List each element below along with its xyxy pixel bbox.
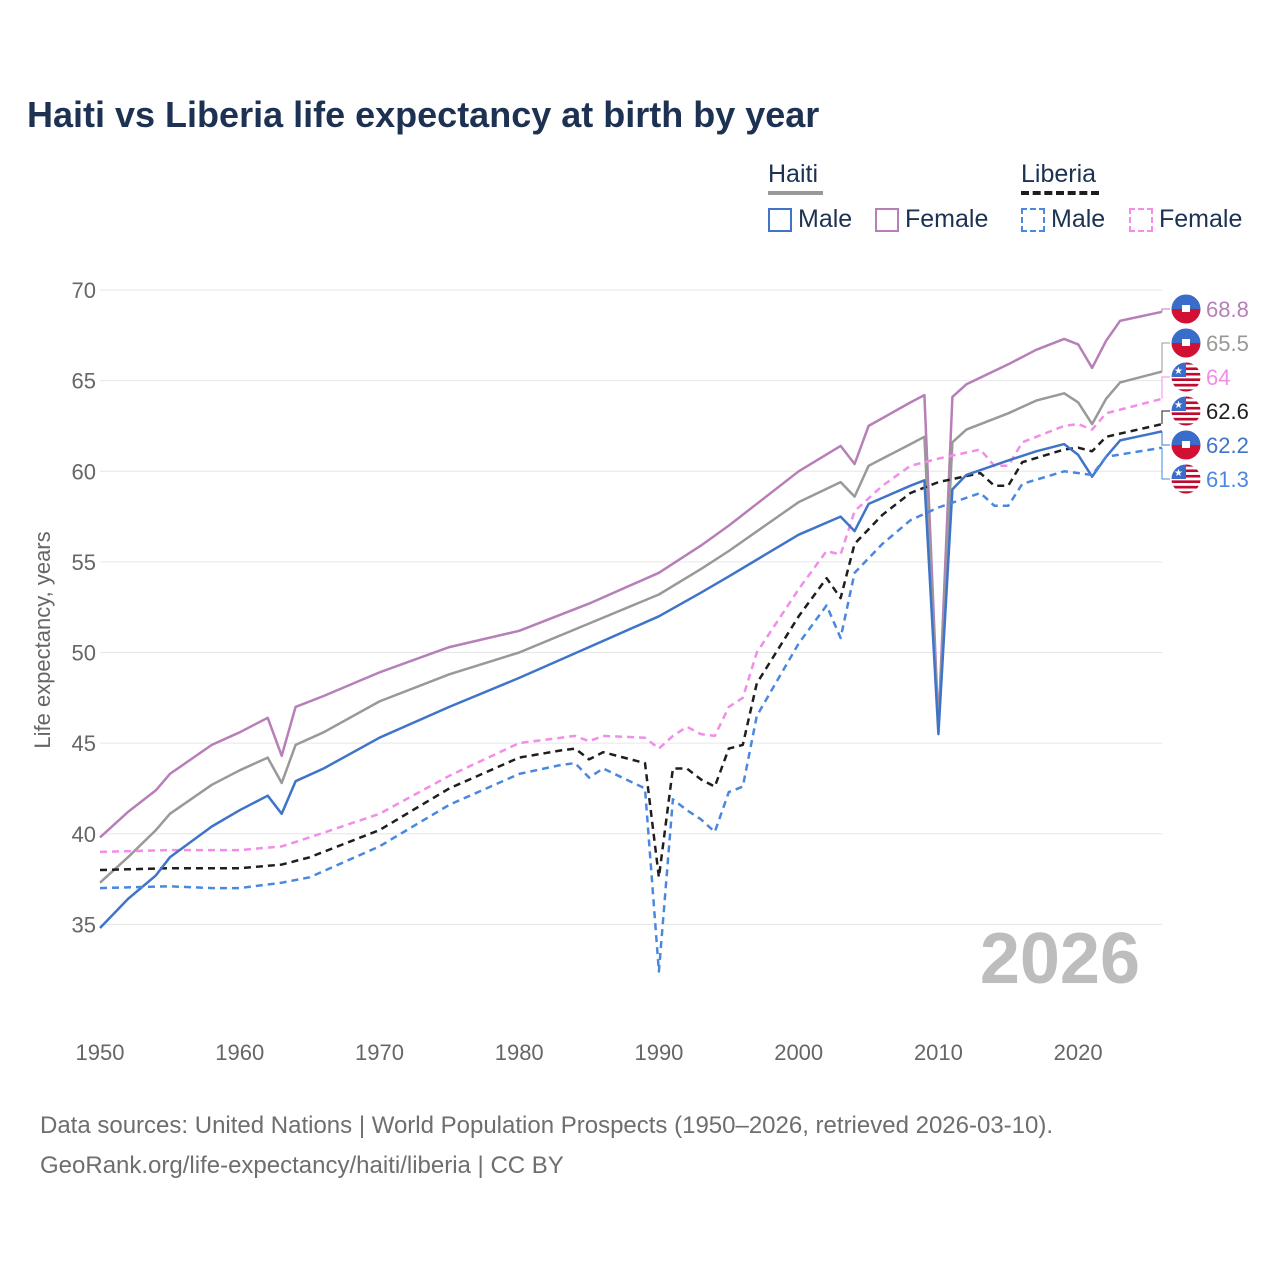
chart-title: Haiti vs Liberia life expectancy at birt… — [27, 94, 820, 135]
series-line-haiti-male[interactable] — [99, 430, 1163, 929]
legend-item-haiti-female[interactable]: Female — [875, 205, 988, 234]
legend-text-liberia-female: Female — [1159, 205, 1243, 233]
series-line-haiti-female[interactable] — [99, 310, 1163, 839]
series-line-liberia-total[interactable] — [99, 422, 1163, 879]
legend-haiti-label: Haiti — [768, 160, 819, 188]
x-tick-label: 1950 — [76, 1040, 125, 1065]
liberia-flag-icon: ★ — [1170, 395, 1202, 427]
legend-text-haiti-female: Female — [905, 205, 989, 233]
y-tick-label: 70 — [72, 278, 96, 303]
svg-text:★: ★ — [1174, 468, 1183, 479]
sources-line-1: Data sources: United Nations | World Pop… — [40, 1112, 1054, 1139]
x-axis-ticks: 1950 1960 1970 1980 1990 2000 2010 2020 — [76, 1040, 1103, 1065]
series-lines — [99, 310, 1163, 973]
legend-liberia-label: Liberia — [1021, 160, 1097, 188]
end-label-connector — [1161, 308, 1170, 312]
legend-swatch-haiti-male — [768, 207, 792, 232]
x-tick-label: 2000 — [774, 1040, 823, 1065]
y-tick-label: 40 — [72, 822, 96, 847]
y-tick-label: 45 — [72, 731, 96, 756]
series-line-liberia-female[interactable] — [99, 397, 1163, 854]
end-label-connector — [1161, 410, 1170, 425]
legend-text-haiti-male: Male — [798, 205, 853, 233]
end-label-connector — [1161, 376, 1170, 399]
legend-item-liberia-female[interactable]: Female — [1129, 205, 1242, 234]
legend-liberia-line — [1021, 191, 1099, 195]
data-sources: Data sources: United Nations | World Pop… — [40, 1106, 1053, 1186]
x-tick-label: 1980 — [495, 1040, 544, 1065]
svg-text:★: ★ — [1174, 366, 1183, 377]
y-tick-label: 50 — [72, 641, 96, 666]
liberia-flag-icon: ★ — [1170, 361, 1202, 393]
year-watermark: 2026 — [980, 919, 1140, 999]
legend-swatch-haiti-female — [875, 207, 899, 232]
y-tick-label: 55 — [72, 550, 96, 575]
x-tick-label: 1960 — [215, 1040, 264, 1065]
legend-item-haiti-male[interactable]: Male — [768, 205, 852, 234]
end-labels: 68.8 65.5 ★ 64 ★ 62.6 62.2 ★ 61.3 — [1161, 293, 1249, 495]
haiti-flag-icon — [1170, 327, 1202, 359]
x-tick-label: 2020 — [1054, 1040, 1103, 1065]
series-line-liberia-male[interactable] — [99, 446, 1163, 973]
x-tick-label: 1990 — [634, 1040, 683, 1065]
end-label-liberia-female: 64 — [1206, 365, 1230, 390]
y-tick-label: 60 — [72, 459, 96, 484]
end-label-haiti-male: 62.2 — [1206, 433, 1249, 458]
end-label-liberia-total: 62.6 — [1206, 399, 1249, 424]
end-label-haiti-female: 68.8 — [1206, 297, 1249, 322]
legend-haiti-heading: Haiti — [768, 160, 818, 189]
legend-text-liberia-male: Male — [1051, 205, 1106, 233]
gridlines — [100, 289, 1162, 925]
x-tick-label: 1970 — [355, 1040, 404, 1065]
end-label-connector — [1161, 431, 1170, 446]
legend-swatch-liberia-female — [1129, 207, 1153, 232]
legend-swatch-liberia-male — [1021, 207, 1045, 232]
series-line-haiti-total[interactable] — [99, 370, 1163, 884]
end-label-liberia-male: 61.3 — [1206, 467, 1249, 492]
haiti-flag-icon — [1170, 429, 1202, 461]
y-axis-label: Life expectancy, years — [30, 531, 55, 748]
legend-haiti-line — [768, 191, 823, 195]
y-tick-label: 65 — [72, 369, 96, 394]
x-tick-label: 2010 — [914, 1040, 963, 1065]
legend-item-liberia-male[interactable]: Male — [1021, 205, 1105, 234]
y-axis-ticks: 35 40 45 50 55 60 65 70 — [72, 278, 96, 937]
end-label-connector — [1161, 342, 1170, 372]
haiti-flag-icon — [1170, 293, 1202, 325]
sources-line-2[interactable]: GeoRank.org/life-expectancy/haiti/liberi… — [40, 1152, 564, 1179]
end-label-haiti-total: 65.5 — [1206, 331, 1249, 356]
y-tick-label: 35 — [72, 912, 96, 937]
liberia-flag-icon: ★ — [1170, 463, 1202, 495]
svg-text:★: ★ — [1174, 400, 1183, 411]
legend-liberia-heading: Liberia — [1021, 160, 1096, 189]
end-label-connector — [1161, 447, 1170, 480]
